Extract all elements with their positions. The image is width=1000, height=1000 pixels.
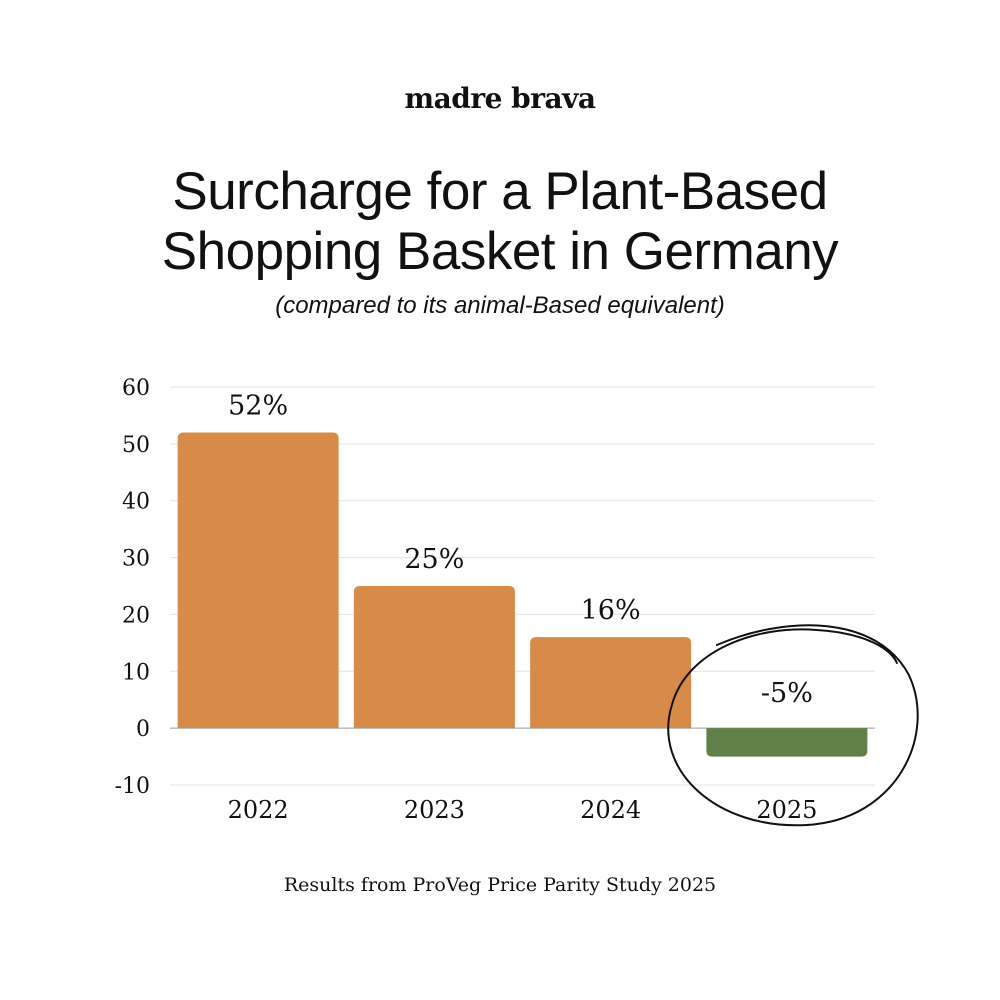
y-tick-label: 10	[122, 660, 150, 685]
y-tick-label: -10	[115, 774, 150, 799]
chart-title-line-2: Shopping Basket in Germany	[161, 222, 839, 281]
source-footnote: Results from ProVeg Price Parity Study 2…	[283, 874, 717, 896]
y-tick-label: 60	[122, 376, 150, 401]
y-tick-label: 0	[136, 717, 150, 742]
y-tick-label: 30	[122, 547, 150, 572]
annotation-circle	[667, 624, 919, 827]
data-label-2025: -5%	[761, 678, 813, 709]
chart-title: Surcharge for a Plant-Based Shopping Bas…	[0, 162, 1000, 282]
bar-2023	[353, 586, 515, 729]
x-tick-label-2023: 2023	[404, 796, 465, 824]
bar-chart: 60 50 40 30 20 10 0 -10 52% 2022 25% 2023 16% 2024 -5%…	[115, 376, 919, 827]
brand-logo: madre brava	[404, 82, 596, 115]
chart-subtitle: (compared to its animal-Based equivalent…	[275, 292, 725, 319]
x-tick-label-2022: 2022	[228, 796, 289, 824]
bar-2024	[530, 637, 692, 729]
y-tick-label: 40	[122, 490, 150, 515]
x-tick-label-2024: 2024	[580, 796, 641, 824]
chart-title-line-1: Surcharge for a Plant-Based	[172, 162, 828, 221]
data-label-2022: 52%	[228, 390, 288, 421]
bar-2025	[706, 728, 868, 757]
data-label-2023: 25%	[404, 544, 464, 575]
data-label-2024: 16%	[581, 595, 641, 626]
x-tick-label-2025: 2025	[756, 796, 817, 824]
y-tick-label: 50	[122, 433, 150, 458]
y-tick-label: 20	[122, 603, 150, 628]
bar-2022	[177, 432, 339, 729]
